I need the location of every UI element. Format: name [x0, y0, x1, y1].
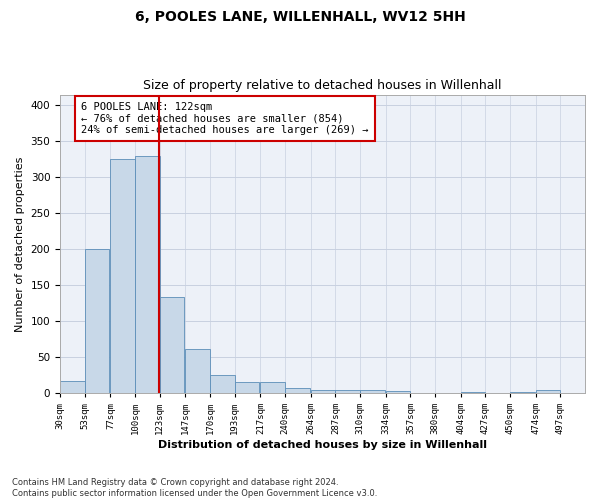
- Bar: [386, 391, 410, 393]
- Text: 6, POOLES LANE, WILLENHALL, WV12 5HH: 6, POOLES LANE, WILLENHALL, WV12 5HH: [134, 10, 466, 24]
- Bar: [510, 392, 535, 393]
- Bar: [235, 382, 259, 393]
- Text: Contains HM Land Registry data © Crown copyright and database right 2024.
Contai: Contains HM Land Registry data © Crown c…: [12, 478, 377, 498]
- Bar: [60, 381, 85, 393]
- Bar: [536, 390, 560, 393]
- Text: 6 POOLES LANE: 122sqm
← 76% of detached houses are smaller (854)
24% of semi-det: 6 POOLES LANE: 122sqm ← 76% of detached …: [82, 102, 369, 135]
- Bar: [260, 382, 285, 393]
- Bar: [185, 348, 210, 393]
- Bar: [110, 160, 135, 393]
- Bar: [335, 390, 360, 393]
- Y-axis label: Number of detached properties: Number of detached properties: [15, 156, 25, 332]
- X-axis label: Distribution of detached houses by size in Willenhall: Distribution of detached houses by size …: [158, 440, 487, 450]
- Bar: [360, 390, 385, 393]
- Bar: [85, 250, 109, 393]
- Bar: [285, 388, 310, 393]
- Bar: [210, 375, 235, 393]
- Title: Size of property relative to detached houses in Willenhall: Size of property relative to detached ho…: [143, 79, 502, 92]
- Bar: [461, 392, 485, 393]
- Bar: [135, 156, 160, 393]
- Bar: [311, 390, 335, 393]
- Bar: [160, 298, 184, 393]
